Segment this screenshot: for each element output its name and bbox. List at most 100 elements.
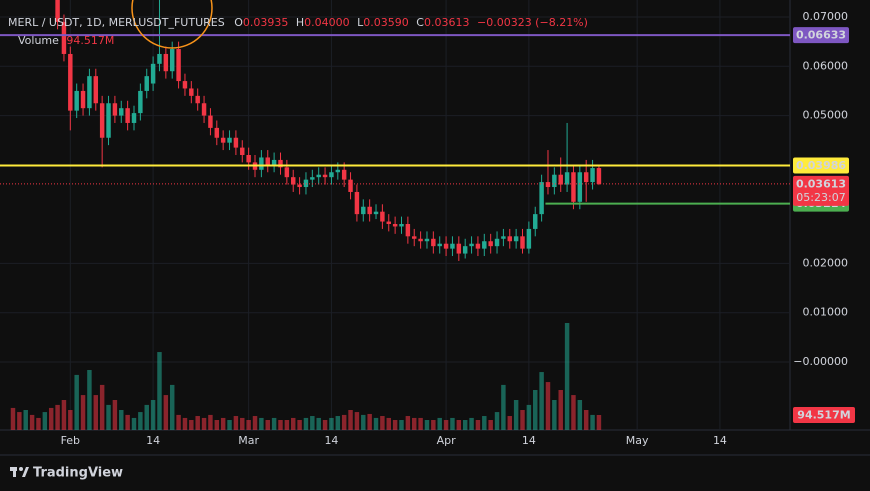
candle-body [316, 174, 321, 178]
candle-body [513, 236, 519, 242]
candle-body [87, 76, 92, 109]
candle-body [590, 168, 595, 183]
volume-bar [17, 412, 22, 430]
candle-body [80, 90, 86, 109]
candle-body [322, 174, 328, 178]
candle-body [233, 137, 239, 148]
candle-body [539, 182, 544, 215]
candle-body [482, 241, 487, 249]
volume-bar [150, 399, 156, 430]
volume-bar [494, 412, 500, 430]
volume-bar [310, 416, 315, 430]
volume-bar [36, 417, 41, 430]
volume-bar [577, 399, 583, 430]
volume-bar [55, 404, 60, 430]
candle-body [462, 246, 468, 254]
volume-bar [74, 374, 79, 430]
volume-bar [163, 395, 169, 430]
x-tick-label: Feb [61, 434, 80, 447]
volume-bar [513, 399, 519, 430]
candle-body [488, 241, 493, 247]
volume-bar [316, 417, 321, 430]
volume-bar [392, 419, 398, 430]
volume-bar [322, 419, 328, 430]
candle-body [354, 191, 360, 215]
volume-bar [138, 412, 143, 430]
volume-bar [233, 416, 239, 430]
volume-bar [418, 417, 423, 430]
candle-body [189, 88, 194, 96]
volume-bar [412, 417, 417, 430]
ohlc-value: 0.03590 [363, 16, 409, 29]
volume-bar [265, 419, 270, 430]
candle-body [125, 108, 130, 123]
logo: TradingView [10, 466, 123, 481]
candle-body [74, 90, 79, 111]
ohlc-key: L [357, 16, 364, 29]
candle-body [405, 223, 411, 237]
candle-body [284, 167, 290, 178]
volume-bar [284, 419, 290, 430]
volume-bar [399, 419, 404, 430]
volume-bar [367, 413, 372, 430]
volume-bar [354, 412, 360, 430]
volume-bar [29, 414, 35, 430]
volume-bar [424, 419, 430, 430]
candle-body [329, 172, 334, 178]
candle-body [373, 211, 379, 215]
volume-bar [290, 417, 296, 430]
candle-body [437, 243, 442, 247]
candle-body [310, 177, 315, 180]
y-tick-label: 0.06000 [803, 59, 849, 72]
candle-body [157, 53, 162, 64]
candle-body [335, 169, 341, 173]
candle-body [348, 179, 353, 192]
legend-header: MERL / USDT, 1D, MERLUSDT_FUTURES O0.039… [8, 16, 588, 29]
candle-body [68, 53, 73, 111]
candle-body [533, 214, 538, 229]
volume-bar [208, 414, 213, 430]
candle-body [520, 236, 525, 249]
logo-mark [13, 467, 16, 477]
candle-body [418, 238, 423, 242]
volume-bar [450, 417, 455, 430]
candle-body [169, 49, 175, 72]
candle-body [494, 238, 500, 247]
y-tick-label: 0.01000 [803, 306, 849, 319]
candle-body [469, 243, 474, 247]
candle-body [201, 103, 207, 116]
volume-bar [42, 412, 48, 430]
volume-bar [23, 409, 28, 430]
volume-bar [443, 419, 449, 430]
candle-body [552, 174, 557, 188]
volume-bar [373, 417, 379, 430]
candle-body [138, 90, 143, 114]
candle-body [208, 115, 213, 128]
volume-tag [793, 406, 855, 423]
volume-bar [341, 414, 347, 430]
candle-body [571, 172, 576, 202]
candle-body [367, 206, 372, 215]
axis-layer: 0.07000 0.06000 0.05000 0.02000 0.01000 −0.00… [61, 10, 855, 447]
volume-bar [157, 352, 162, 430]
candle-body [214, 127, 220, 138]
price-tag-label: 0.06633 [796, 29, 846, 42]
volume-value: 94.517M [66, 34, 114, 47]
volume-bar [68, 409, 73, 430]
candle-body [265, 157, 270, 165]
volume-layer [10, 323, 602, 430]
volume-bar [61, 399, 67, 430]
volume-bar [469, 417, 474, 430]
price-tag [793, 157, 849, 174]
volume-bar [558, 389, 563, 430]
volume-bar [520, 409, 525, 430]
candle-body [119, 108, 124, 116]
candle-body [583, 172, 589, 183]
volume-bar [545, 382, 551, 430]
candle-body [290, 177, 296, 185]
x-tick-label: May [626, 434, 649, 447]
x-tick-label: 14 [324, 434, 338, 447]
candle-body [303, 179, 309, 188]
ohlc-value: 0.04000 [304, 16, 350, 29]
